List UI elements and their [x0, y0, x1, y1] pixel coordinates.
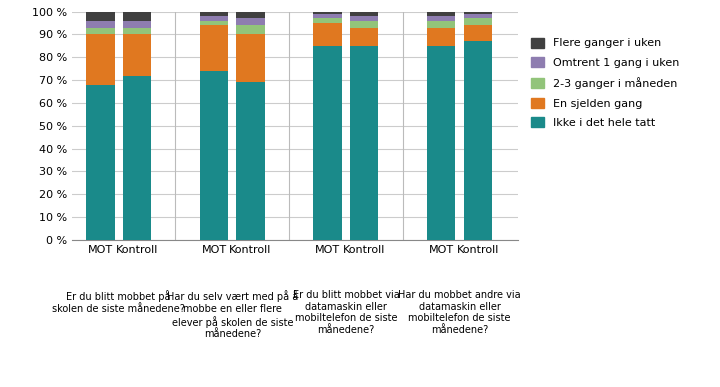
Bar	[86, 85, 114, 240]
Bar	[86, 27, 114, 34]
Bar	[200, 16, 228, 21]
Bar	[122, 27, 151, 34]
Bar	[350, 27, 379, 46]
Bar	[464, 25, 492, 41]
Bar	[313, 19, 342, 23]
Text: Har du mobbet andre via
datamaskin eller
mobiltelefon de siste
månedene?: Har du mobbet andre via datamaskin eller…	[398, 290, 521, 335]
Text: Er du blitt mobbet via
datamaskin eller
mobiltelefon de siste
månedene?: Er du blitt mobbet via datamaskin eller …	[292, 290, 400, 335]
Bar	[427, 21, 456, 27]
Bar	[464, 19, 492, 25]
Bar	[350, 16, 379, 21]
Bar	[350, 12, 379, 16]
Bar	[313, 23, 342, 46]
Bar	[236, 25, 265, 34]
Text: Er du blitt mobbet på
skolen de siste månedene?: Er du blitt mobbet på skolen de siste må…	[53, 290, 185, 314]
Bar	[350, 46, 379, 240]
Bar	[86, 12, 114, 21]
Text: Har du selv vært med på å
mobbe en eller flere
elever på skolen de siste
måneden: Har du selv vært med på å mobbe en eller…	[166, 290, 298, 339]
Bar	[200, 25, 228, 71]
Bar	[122, 34, 151, 75]
Bar	[313, 12, 342, 14]
Bar	[313, 14, 342, 19]
Bar	[86, 34, 114, 85]
Bar	[236, 19, 265, 25]
Bar	[313, 46, 342, 240]
Bar	[122, 21, 151, 27]
Bar	[350, 21, 379, 27]
Bar	[236, 12, 265, 19]
Bar	[464, 12, 492, 14]
Bar	[464, 41, 492, 240]
Bar	[427, 12, 456, 16]
Bar	[464, 14, 492, 19]
Bar	[200, 12, 228, 16]
Bar	[200, 21, 228, 25]
Bar	[122, 75, 151, 240]
Bar	[86, 21, 114, 27]
Bar	[236, 82, 265, 240]
Bar	[122, 12, 151, 21]
Bar	[427, 16, 456, 21]
Bar	[200, 71, 228, 240]
Legend: Flere ganger i uken, Omtrent 1 gang i uken, 2-3 ganger i måneden, En sjelden gan: Flere ganger i uken, Omtrent 1 gang i uk…	[528, 36, 681, 130]
Bar	[236, 34, 265, 82]
Bar	[427, 46, 456, 240]
Bar	[427, 27, 456, 46]
